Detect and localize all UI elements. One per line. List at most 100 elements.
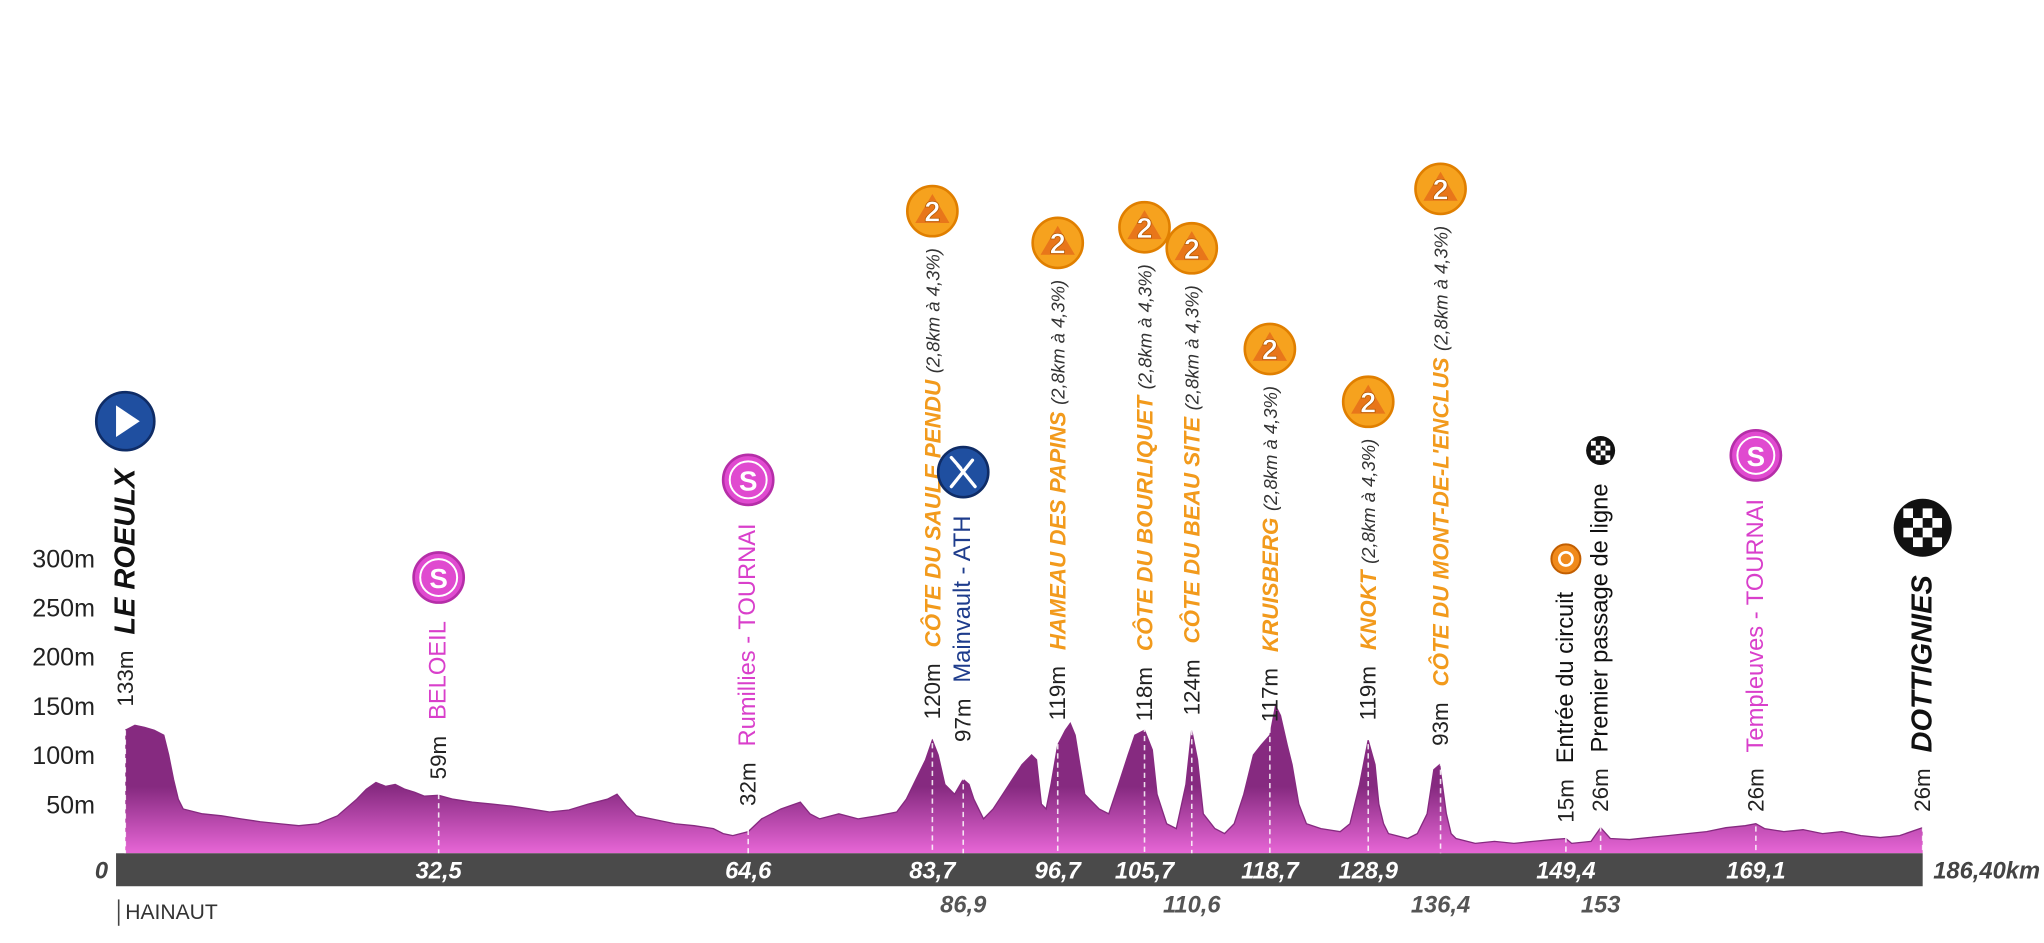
altitude-label: 32m [736, 762, 761, 806]
climb-badge-mountain [1040, 225, 1075, 255]
x-tick-label: 149,4 [1536, 858, 1595, 884]
place-name: BELOEIL [426, 621, 452, 720]
sprint-letter: S [1747, 441, 1765, 472]
x-tick-label: 128,9 [1339, 858, 1399, 884]
x-tick-label: 96,7 [1035, 858, 1083, 884]
climb-detail: (2,8km à 4,3%) [1358, 439, 1379, 564]
place-name: Premier passage de ligne [1588, 483, 1614, 752]
y-tick-label: 300m [32, 545, 95, 573]
climb-category: 2 [1432, 174, 1448, 206]
place-name: CÔTE DU SAULE PENDU [920, 379, 945, 647]
profile-area [125, 705, 1923, 854]
climb-category: 2 [1136, 213, 1152, 245]
x-tick-label: 169,1 [1726, 858, 1785, 884]
finish-check [1922, 508, 1933, 519]
place-label: BELOEIL [426, 621, 452, 720]
altitude-label: 124m [1179, 659, 1204, 715]
altitude-label: 26m [1588, 768, 1613, 812]
place-name: Mainvault - ATH [950, 516, 976, 683]
climb-badge-mountain [1127, 210, 1162, 240]
place-label: DOTTIGNIES [1907, 575, 1939, 753]
circuit-ring [1557, 550, 1574, 567]
place-name: Templeuves - TOURNAI [1743, 499, 1769, 753]
x-tick-label: 153 [1581, 893, 1621, 919]
altitude-label: 120m [920, 663, 945, 719]
finish-check [1932, 537, 1943, 548]
line-check [1595, 455, 1601, 461]
finish-check [1903, 527, 1914, 538]
altitude-label: 119m [1356, 666, 1381, 720]
place-name: Rumillies - TOURNAI [735, 523, 761, 746]
climb-detail: (2,8km à 4,3%) [1259, 386, 1280, 511]
km-axis-bar [116, 853, 1923, 887]
climb-badge-mountain [1423, 171, 1458, 201]
place-label: Templeuves - TOURNAI [1743, 499, 1769, 753]
x-tick-label: 32,5 [416, 858, 463, 884]
line-check [1600, 450, 1606, 456]
climb-category: 2 [1050, 228, 1066, 260]
finish-check [1903, 508, 1914, 519]
climb-category: 2 [924, 197, 940, 229]
climb-detail: (2,8km à 4,3%) [922, 248, 943, 373]
sprint-badge-ring [1736, 435, 1776, 475]
altitude-label: 133m [113, 650, 138, 706]
place-name: CÔTE DU BEAU SITE [1179, 416, 1204, 644]
altitude-label: 15m [1553, 779, 1578, 823]
line-check [1590, 450, 1596, 456]
region-label: HAINAUT [125, 901, 218, 924]
line-check [1605, 455, 1611, 461]
climb-detail: (2,8km à 4,3%) [1047, 280, 1068, 405]
line-check [1590, 440, 1596, 446]
line-check [1595, 445, 1601, 451]
place-label: HAMEAU DES PAPINS (2,8km à 4,3%) [1045, 280, 1070, 650]
climb-badge-mountain [1351, 384, 1386, 414]
climb-badge-mountain [1252, 331, 1288, 361]
circuit-icon [1550, 543, 1582, 575]
y-tick-label: 100m [32, 742, 95, 770]
finish-check [1913, 537, 1923, 548]
place-label: Entrée du circuit [1553, 591, 1579, 763]
altitude-label: 26m [1910, 768, 1935, 812]
place-label: CÔTE DU BOURLIQUET (2,8km à 4,3%) [1132, 264, 1157, 651]
y-tick-label: 50m [46, 791, 95, 819]
start-arrow [116, 405, 140, 438]
climb-category: 2 [1262, 335, 1278, 367]
x-tick-label: 136,4 [1411, 893, 1470, 919]
place-label: Mainvault - ATH [950, 516, 976, 683]
altitude-label: 26m [1743, 768, 1768, 812]
x-tick-label: 105,7 [1115, 858, 1176, 884]
climb-detail: (2,8km à 4,3%) [1430, 226, 1451, 351]
finish-check [1922, 527, 1933, 538]
altitude-label: 59m [426, 736, 451, 780]
x-tick-label: 118,7 [1241, 858, 1300, 884]
place-name: KNOKT [1356, 568, 1381, 650]
altitude-label: 119m [1045, 666, 1070, 720]
finish-check [1913, 518, 1923, 528]
place-label: LE ROEULX [109, 467, 141, 635]
climb-detail: (2,8km à 4,3%) [1181, 285, 1202, 410]
y-tick-label: 200m [32, 644, 95, 672]
climb-category: 2 [1360, 387, 1376, 419]
place-label: KRUISBERG (2,8km à 4,3%) [1257, 386, 1282, 652]
sprint-badge-ring [728, 460, 768, 500]
place-label: Rumillies - TOURNAI [735, 523, 761, 746]
sprint-letter: S [739, 465, 757, 496]
place-name: LE ROEULX [109, 467, 141, 635]
y-tick-label: 250m [32, 594, 95, 622]
feed-cutlery [949, 455, 977, 489]
place-label: CÔTE DU SAULE PENDU (2,8km à 4,3%) [920, 248, 945, 647]
place-name: CÔTE DU MONT-DE-L'ENCLUS [1428, 357, 1453, 686]
line-check [1605, 445, 1611, 451]
climb-badge-mountain [1174, 231, 1209, 261]
profile-line [124, 703, 1923, 845]
finish-check [1932, 518, 1943, 528]
place-label: CÔTE DU MONT-DE-L'ENCLUS (2,8km à 4,3%) [1428, 226, 1453, 687]
climb-category: 2 [1184, 234, 1200, 266]
altitude-label: 97m [951, 698, 976, 742]
line-check [1600, 440, 1606, 446]
place-name: DOTTIGNIES [1907, 575, 1939, 753]
place-name: HAMEAU DES PAPINS [1045, 411, 1070, 650]
sprint-letter: S [429, 563, 447, 594]
climb-badge-mountain [915, 194, 950, 224]
